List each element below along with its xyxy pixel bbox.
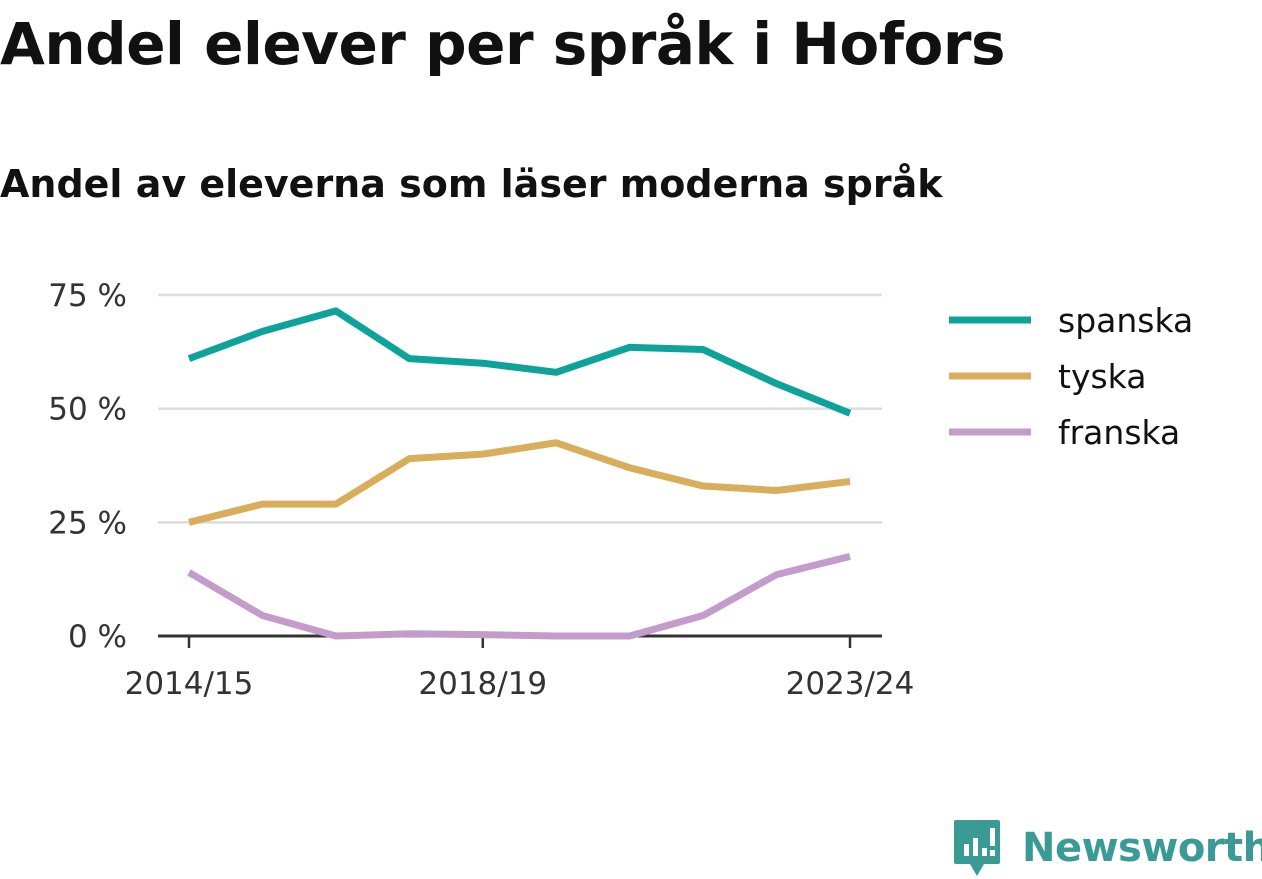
chart-title: Andel elever per språk i Hofors [0,10,1005,78]
legend-label-franska: franska [1058,413,1180,452]
legend-label-spanska: spanska [1058,301,1193,340]
series-line-spanska [187,307,852,417]
x-tick-label: 2018/19 [418,666,547,702]
series-line-tyska [188,439,851,526]
brand-name: Newsworthy [1022,825,1262,871]
y-tick-label: 50 % [48,392,127,428]
series-line-franska [187,553,851,640]
x-tick-label: 2014/15 [125,666,254,702]
y-tick-label: 25 % [48,505,127,541]
newsworthy-brand: Newsworthy [952,818,1262,878]
legend-label-tyska: tyska [1058,357,1146,396]
newsworthy-logo-icon [954,820,1000,876]
x-tick-label: 2023/24 [786,666,915,702]
chart-subtitle: Andel av eleverna som läser moderna språ… [0,162,943,206]
y-tick-label: 75 % [48,278,127,314]
y-tick-label: 0 % [68,619,127,655]
